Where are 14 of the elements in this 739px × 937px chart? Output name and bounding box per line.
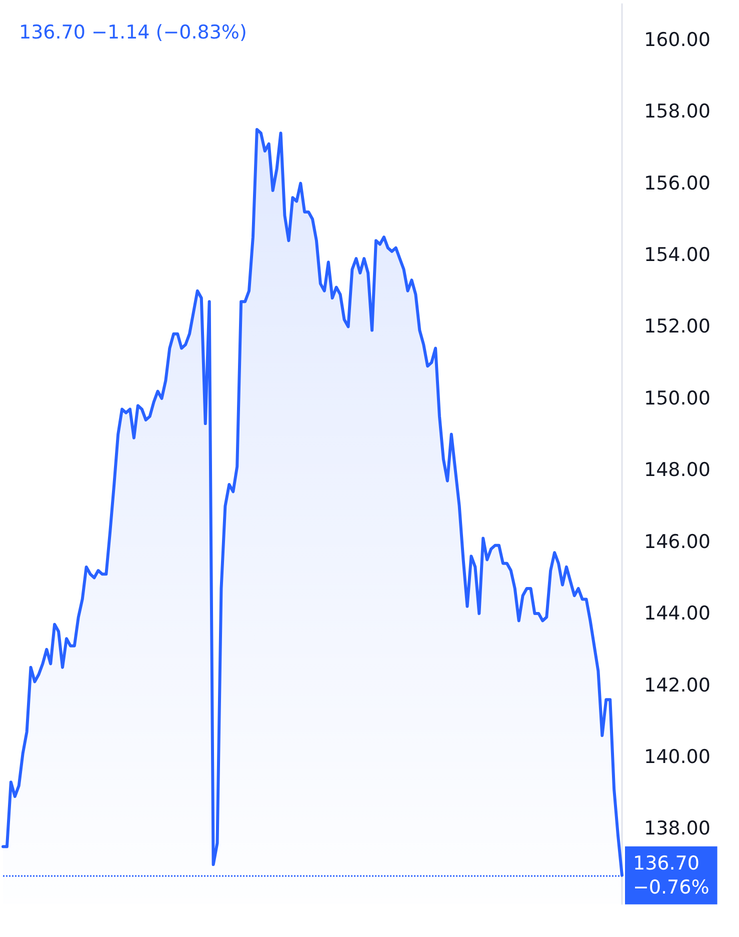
y-tick-label: 154.00 — [644, 244, 710, 266]
y-tick-label: 138.00 — [644, 818, 710, 840]
y-tick-label: 140.00 — [644, 746, 710, 768]
y-tick-label: 158.00 — [644, 100, 710, 123]
ref-line-label: 136.70 −0.76% — [633, 852, 710, 898]
y-tick-label: 142.00 — [644, 674, 710, 696]
y-tick-label: 144.00 — [644, 602, 710, 625]
y-tick-label: 152.00 — [644, 316, 710, 338]
y-tick-label: 146.00 — [644, 530, 710, 553]
y-tick-label: 160.00 — [644, 28, 710, 51]
y-tick-label: 150.00 — [644, 387, 710, 410]
text: 136.70 −1.14 (−0.83%) — [19, 22, 247, 44]
y-tick-label: 148.00 — [644, 459, 710, 482]
y-tick-label: 156.00 — [644, 172, 710, 194]
